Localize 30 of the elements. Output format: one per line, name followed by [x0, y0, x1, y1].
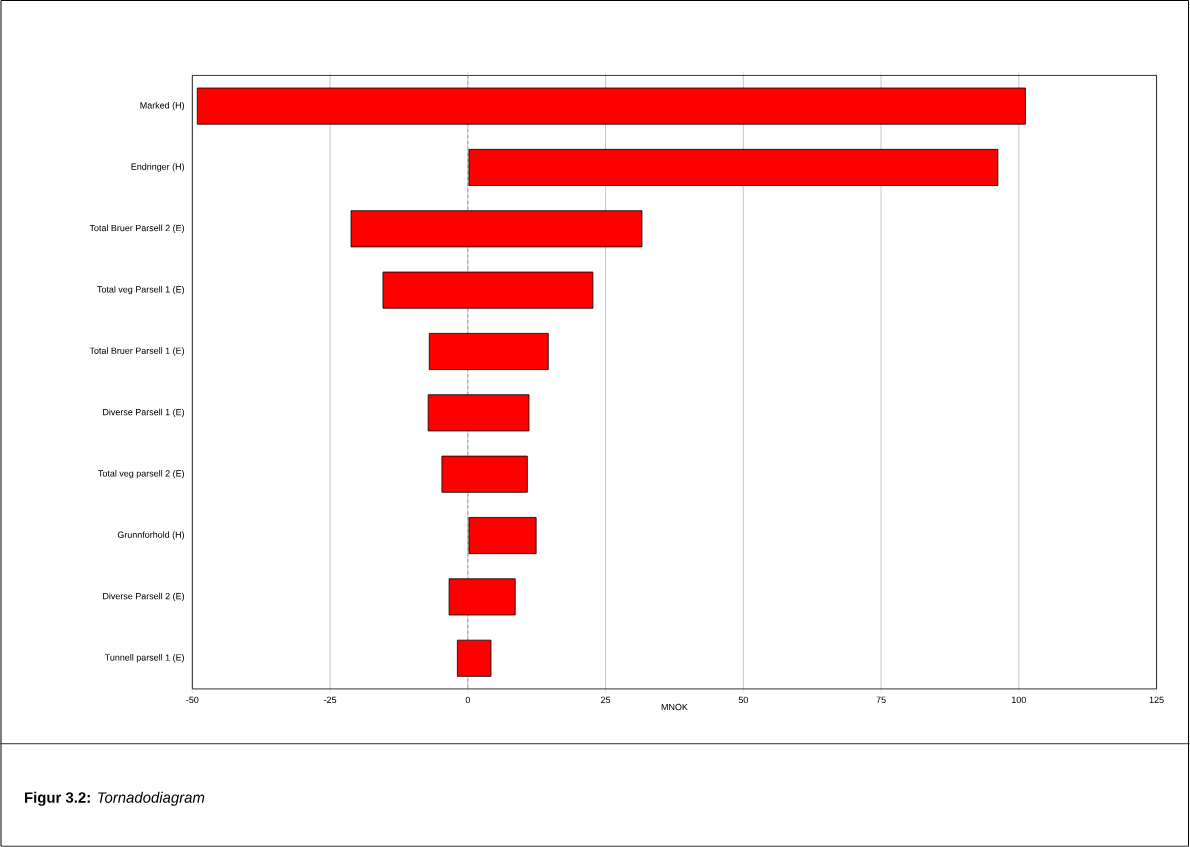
bar [448, 578, 516, 616]
y-tick-label: Marked (H) [140, 102, 185, 111]
y-tick-label: Tunnell parsell 1 (E) [104, 654, 185, 663]
bar [441, 455, 528, 493]
x-tick-label: 75 [876, 696, 886, 704]
x-tick-label: -25 [324, 696, 337, 704]
text: Figur 3.2: Tornadodiagram [25, 791, 205, 806]
y-tick-label: Total veg Parsell 1 (E) [97, 286, 185, 295]
bar [350, 210, 643, 248]
x-tick-label: 0 [465, 696, 470, 704]
bar [428, 333, 549, 371]
x-tick-label: 50 [738, 696, 748, 704]
bar [468, 517, 537, 555]
y-tick-label: Endringer (H) [131, 163, 185, 172]
bar [468, 149, 999, 187]
y-tick-label: Diverse Parsell 2 (E) [103, 592, 185, 602]
y-tick-label: Diverse Parsell 1 (E) [103, 408, 185, 418]
x-tick-label: 125 [1149, 696, 1164, 704]
x-tick-label: -50 [186, 696, 199, 704]
bar [196, 87, 1026, 125]
bar [382, 271, 594, 309]
y-tick-label: Total Bruer Parsell 2 (E) [89, 224, 185, 234]
y-tick-label: Total Bruer Parsell 1 (E) [89, 347, 185, 356]
x-axis-title: MNOK [661, 703, 688, 711]
bar [427, 394, 530, 432]
x-tick-label: 25 [601, 696, 611, 704]
bar [456, 639, 492, 677]
y-tick-label: Total veg parsell 2 (E) [98, 470, 185, 479]
y-tick-label: Grunnforhold (H) [117, 531, 185, 540]
x-tick-label: 100 [1012, 696, 1026, 704]
